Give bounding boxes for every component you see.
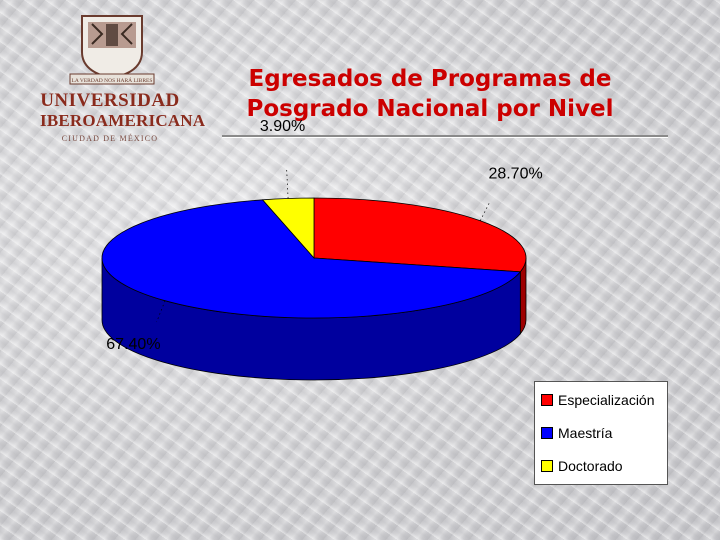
legend-label-especializacion: Especialización bbox=[558, 392, 655, 408]
logo-line-ciudad: CIUDAD DE MÉXICO bbox=[61, 134, 159, 143]
legend-label-doctorado: Doctorado bbox=[558, 458, 623, 474]
legend-item-doctorado: Doctorado bbox=[541, 456, 623, 476]
title-divider bbox=[222, 135, 668, 137]
leader-line-doctorado bbox=[286, 168, 289, 199]
leader-line-especializacion bbox=[479, 202, 491, 221]
logo-line-universidad: UNIVERSIDAD bbox=[40, 90, 180, 111]
university-crest-icon: LA VERDAD NOS HARÁ LIBRES bbox=[69, 15, 155, 85]
data-label-doctorado: 3.90% bbox=[260, 118, 305, 135]
logo-line-iberoamericana: IBEROAMERICANA bbox=[40, 111, 206, 130]
data-label-especializacion: 28.70% bbox=[488, 166, 542, 183]
university-logo: LA VERDAD NOS HARÁ LIBRES UNIVERSIDAD IB… bbox=[40, 12, 206, 150]
legend-swatch-maestria bbox=[541, 427, 553, 439]
pie-slice-maestria bbox=[101, 199, 522, 319]
data-label-maestria: 67.40% bbox=[106, 336, 160, 353]
chart-title-line2: Posgrado Nacional por Nivel bbox=[246, 96, 614, 122]
legend-swatch-doctorado bbox=[541, 460, 553, 472]
chart-title-line1: Egresados de Programas de bbox=[248, 66, 612, 92]
leader-line-maestria bbox=[156, 300, 166, 323]
pie-slice-especializacion bbox=[313, 197, 527, 273]
legend-item-maestria: Maestría bbox=[541, 423, 612, 443]
chart-title: Egresados de Programas de Posgrado Nacio… bbox=[220, 64, 640, 124]
pie-slice-doctorado bbox=[261, 197, 315, 260]
chart-legend: Especialización Maestría Doctorado bbox=[534, 381, 668, 485]
logo-motto: LA VERDAD NOS HARÁ LIBRES bbox=[72, 76, 153, 84]
legend-label-maestria: Maestría bbox=[558, 425, 613, 441]
legend-swatch-especializacion bbox=[541, 394, 553, 406]
legend-item-especializacion: Especialización bbox=[541, 390, 655, 410]
